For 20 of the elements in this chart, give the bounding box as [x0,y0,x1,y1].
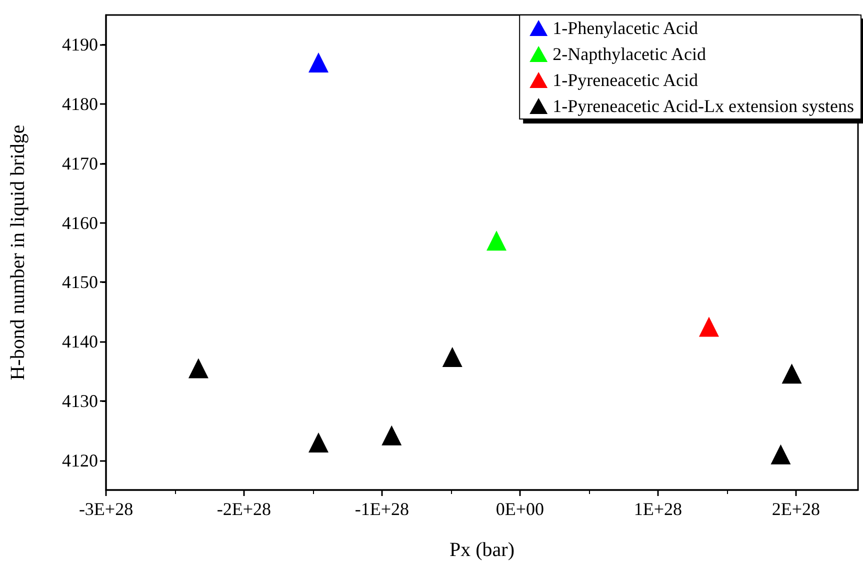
y-tick-label: 4170 [62,153,98,174]
x-axis-title: Px (bar) [450,539,514,561]
legend-label: 1-Phenylacetic Acid [552,18,698,38]
x-tick-label: -1E+28 [354,499,410,519]
y-axis-title: H-bond number in liquid bridge [7,124,29,380]
y-tick-label: 4120 [62,450,98,470]
legend-label: 1-Pyreneacetic Acid-Lx extension systens [552,96,854,116]
x-tick-label: 0E+00 [496,499,544,519]
y-tick-label: 4140 [62,332,98,352]
y-tick-label: 4180 [62,94,98,114]
y-tick-label: 4160 [62,212,98,233]
y-tick-label: 4150 [62,272,98,292]
legend-label: 2-Napthylacetic Acid [552,44,706,64]
y-tick-label: 4190 [62,34,98,55]
x-tick-label: 2E+28 [772,499,820,519]
legend-label: 1-Pyreneacetic Acid [552,70,698,90]
x-tick-label: -2E+28 [216,499,272,519]
x-tick-label: 1E+28 [634,499,682,519]
y-tick-label: 4130 [62,390,98,411]
x-tick-label: -3E+28 [78,499,134,519]
